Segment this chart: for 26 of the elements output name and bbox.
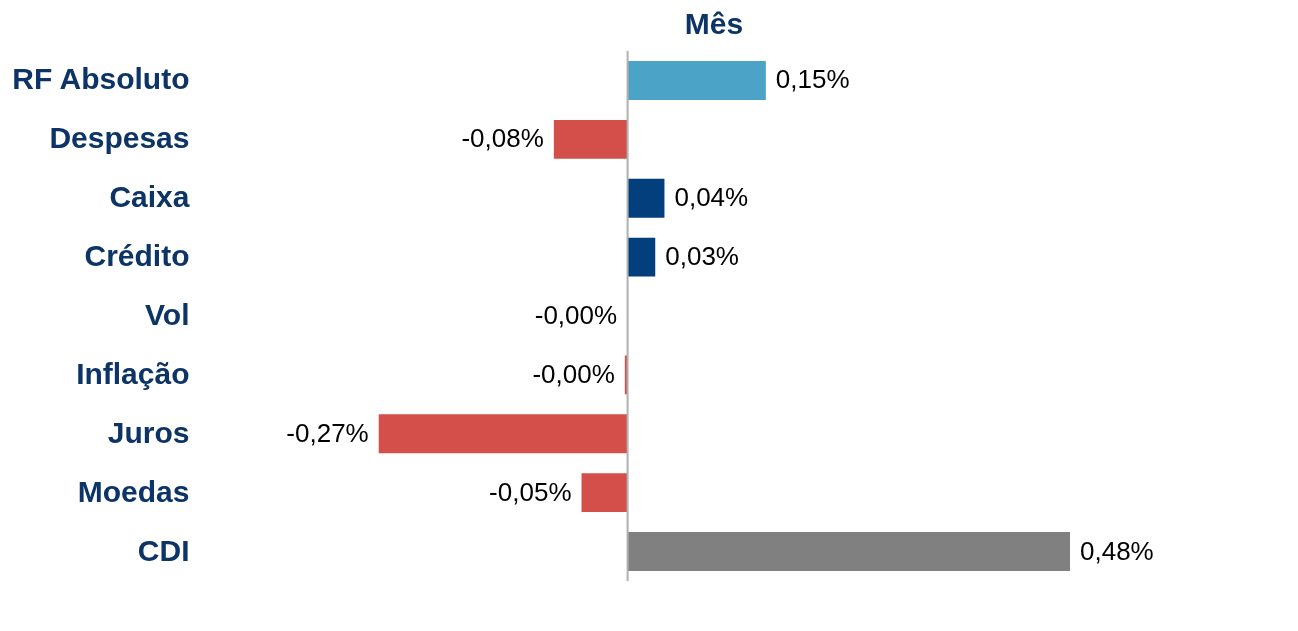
data-label: 0,03% <box>665 241 739 272</box>
y-tick-label: Inflação <box>76 356 190 390</box>
data-label: 0,15% <box>775 64 850 95</box>
data-label: -0,05% <box>489 476 572 507</box>
bar <box>627 61 766 100</box>
bar <box>553 119 628 159</box>
y-tick-label: Vol <box>145 298 190 331</box>
y-tick-label: Caixa <box>109 180 190 214</box>
data-label: -0,08% <box>461 123 544 154</box>
bar <box>378 414 628 454</box>
data-label: 0,04% <box>674 182 749 213</box>
bar <box>627 237 656 277</box>
bar <box>627 532 1071 571</box>
bar <box>581 473 628 513</box>
data-label: 0,48% <box>1080 535 1154 566</box>
y-tick-label: Juros <box>107 415 190 449</box>
y-tick-label: Crédito <box>84 239 190 273</box>
y-tick-label: CDI <box>137 533 190 567</box>
data-label: -0,00% <box>534 300 618 330</box>
y-tick-label: RF Absoluto <box>12 62 190 96</box>
y-tick-label: Moedas <box>77 474 190 508</box>
data-label: -0,27% <box>286 417 369 448</box>
chart-title: Mês <box>684 7 744 40</box>
data-label: -0,00% <box>532 358 615 389</box>
y-tick-label: Despesas <box>49 121 190 155</box>
bar <box>627 178 665 218</box>
